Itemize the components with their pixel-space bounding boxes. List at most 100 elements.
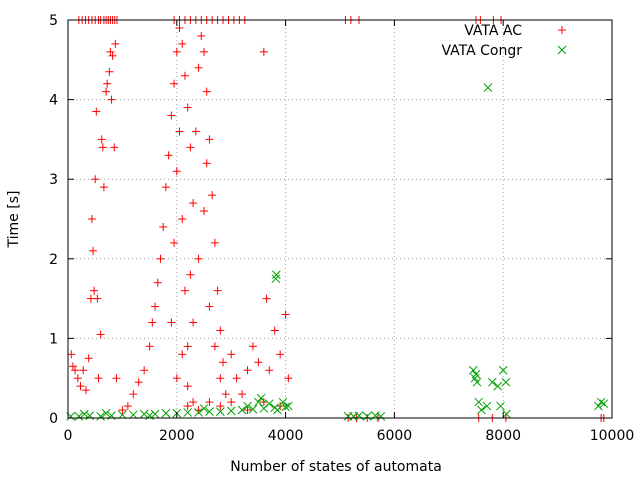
data-point: [472, 377, 482, 387]
data-point: [210, 342, 219, 351]
data-point: [197, 31, 206, 40]
data-point: [278, 397, 288, 407]
data-point: [468, 365, 478, 375]
data-point: [167, 318, 176, 327]
data-point: [226, 406, 236, 416]
data-point: [270, 326, 279, 335]
data-point: [139, 409, 149, 419]
data-point: [199, 404, 209, 413]
data-point: [477, 405, 486, 415]
data-point: [271, 274, 281, 284]
data-point: [175, 127, 184, 136]
y-tick-label: 2: [49, 252, 58, 268]
data-point: [194, 254, 203, 263]
data-point: [99, 183, 108, 192]
data-point: [189, 398, 198, 407]
data-point: [97, 135, 106, 144]
data-point: [161, 183, 170, 192]
data-point: [205, 302, 214, 311]
data-point: [129, 390, 138, 399]
data-point: [273, 405, 282, 415]
data-point: [111, 39, 120, 48]
data-point: [81, 386, 90, 395]
data-point: [502, 409, 511, 419]
data-point: [216, 326, 225, 335]
data-point: [180, 71, 189, 80]
data-point: [498, 365, 508, 375]
data-point: [254, 358, 263, 367]
data-point: [161, 408, 171, 418]
data-point: [254, 397, 263, 407]
data-point: [183, 408, 193, 417]
data-point: [186, 270, 195, 279]
legend-label: VATA Congr: [441, 43, 522, 59]
data-point: [594, 401, 603, 411]
data-point: [73, 374, 82, 383]
data-point: [87, 215, 96, 223]
data-point: [67, 350, 76, 359]
legend-label: VATA AC: [464, 23, 522, 39]
data-point: [271, 270, 281, 280]
data-point: [599, 399, 609, 409]
y-tick-label: 4: [49, 93, 58, 109]
legend-marker: [558, 26, 566, 34]
data-point: [172, 167, 181, 176]
data-point: [180, 286, 189, 295]
data-point: [219, 358, 228, 367]
data-point: [227, 350, 236, 359]
y-tick-label: 1: [49, 331, 58, 347]
data-point: [281, 402, 290, 412]
data-point: [148, 318, 157, 327]
data-point: [227, 398, 236, 407]
data-point: [376, 412, 386, 421]
axis-ticks: 0 2000 4000 6000 8000 10000 0 1 2 3 4 5: [49, 13, 634, 444]
data-point: [283, 401, 293, 411]
data-point: [474, 397, 484, 407]
data-point: [96, 412, 105, 421]
data-point: [134, 378, 143, 387]
data-point: [93, 294, 102, 303]
data-point: [265, 366, 274, 375]
data-point: [123, 402, 132, 411]
data-point: [92, 107, 101, 116]
data-point: [284, 374, 293, 383]
data-point: [110, 143, 119, 152]
data-point: [493, 381, 503, 391]
data-point: [68, 362, 77, 371]
data-point: [596, 397, 606, 407]
data-point: [205, 135, 214, 144]
data-point: [189, 318, 198, 327]
data-point: [145, 342, 154, 351]
y-tick-label: 5: [49, 13, 58, 29]
x-tick-label: 2000: [159, 428, 195, 444]
data-point: [118, 406, 127, 415]
data-point: [482, 401, 492, 411]
series-vata-ac: [67, 16, 608, 422]
data-point: [183, 103, 192, 112]
data-point: [79, 366, 88, 375]
data-point: [118, 410, 127, 420]
series-vata-congr: [66, 83, 609, 421]
data-point: [248, 404, 258, 414]
data-point: [103, 79, 112, 88]
data-point: [210, 238, 219, 247]
x-tick-label: 10000: [590, 428, 635, 444]
data-point: [106, 47, 115, 56]
data-point: [238, 390, 247, 399]
plot-frame: [67, 19, 613, 419]
data-point: [281, 310, 290, 319]
data-point: [221, 390, 230, 399]
data-point: [189, 199, 198, 208]
data-point: [237, 405, 247, 415]
data-point: [183, 402, 192, 411]
data-point: [112, 374, 121, 383]
data-point: [170, 79, 179, 88]
data-point: [362, 412, 372, 421]
data-point: [128, 410, 138, 420]
data-point: [471, 369, 481, 379]
x-tick-label: 0: [64, 428, 73, 444]
data-point: [105, 67, 114, 76]
data-point: [172, 374, 181, 383]
data-point: [94, 374, 103, 383]
